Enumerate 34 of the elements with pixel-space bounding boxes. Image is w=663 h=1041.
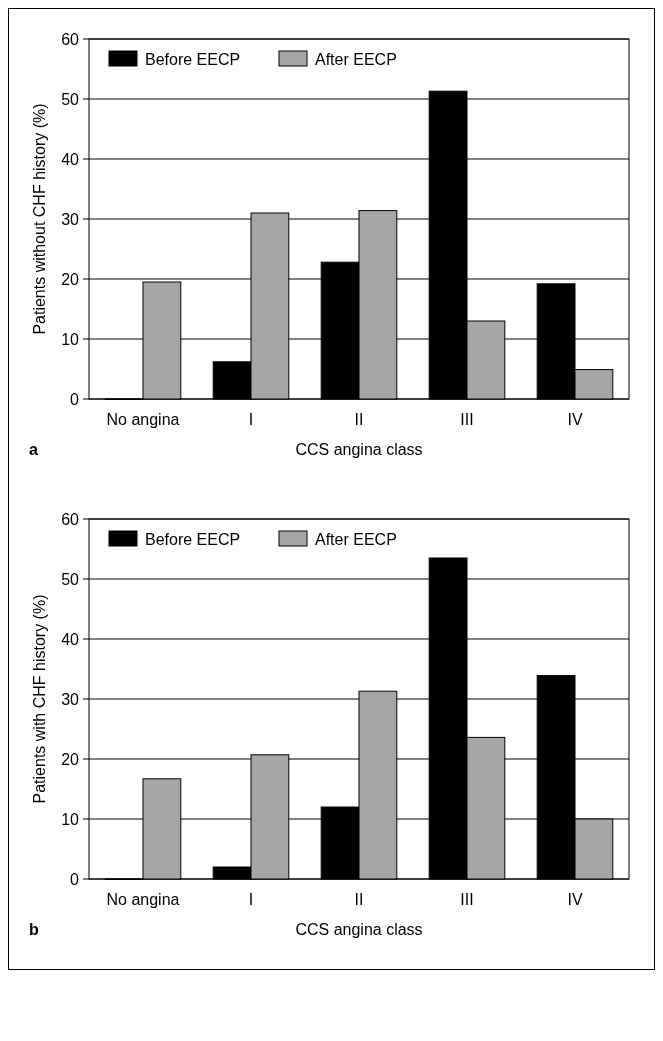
y-tick-label: 40 (61, 630, 80, 648)
y-tick-label: 0 (70, 390, 80, 408)
legend-label: After EECP (315, 50, 397, 68)
x-tick-label: II (354, 891, 364, 908)
x-tick-label: II (354, 411, 364, 428)
x-tick-label: III (460, 891, 474, 908)
y-tick-label: 10 (61, 330, 80, 348)
y-tick-label: 50 (61, 570, 80, 588)
x-tick-label: III (460, 411, 474, 428)
x-tick-label: I (248, 411, 254, 428)
x-axis-title: CCS angina class (295, 441, 423, 458)
y-tick-label: 60 (61, 510, 80, 528)
x-tick-label: No angina (106, 411, 180, 428)
text: b (29, 921, 39, 938)
legend-label: After EECP (315, 530, 397, 548)
y-axis-title: Patients with CHF history (%) (31, 594, 48, 804)
legend-label: Before EECP (145, 530, 241, 548)
y-tick-label: 0 (70, 870, 80, 888)
text: a (29, 441, 38, 458)
y-tick-label: 20 (61, 750, 80, 768)
legend-label: Before EECP (145, 50, 241, 68)
x-tick-label: No angina (106, 891, 180, 908)
y-tick-label: 30 (61, 210, 80, 228)
x-tick-label: IV (567, 891, 583, 908)
x-tick-label: IV (567, 411, 583, 428)
y-tick-label: 30 (61, 690, 80, 708)
y-tick-label: 60 (61, 30, 80, 48)
y-tick-label: 50 (61, 90, 80, 108)
y-tick-label: 10 (61, 810, 80, 828)
y-tick-label: 40 (61, 150, 80, 168)
y-axis-title: Patients without CHF history (%) (31, 103, 48, 335)
y-tick-label: 20 (61, 270, 80, 288)
x-axis-title: CCS angina class (295, 921, 423, 938)
x-tick-label: I (248, 891, 254, 908)
